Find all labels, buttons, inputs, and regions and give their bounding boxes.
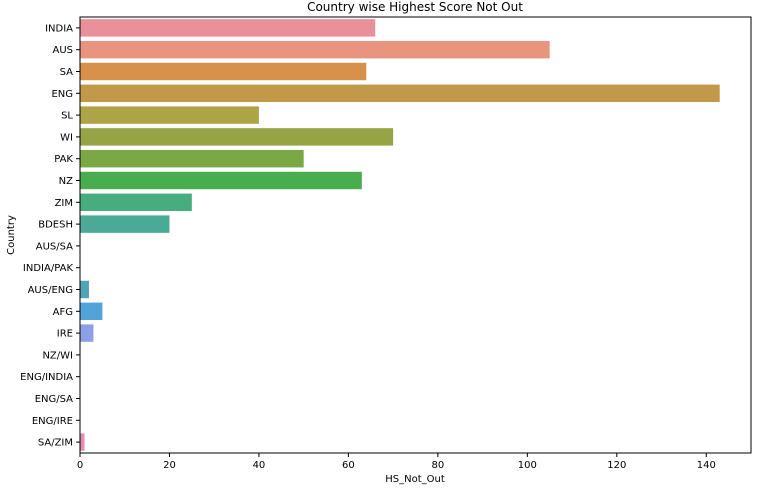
bar-nz (80, 171, 362, 190)
y-tick-label-eng-sa: ENG/SA (35, 394, 73, 405)
bar-wi (80, 128, 394, 146)
x-tick-label-100: 100 (518, 460, 537, 471)
y-tick-label-zim: ZIM (55, 198, 73, 209)
x-tick-label-60: 60 (342, 460, 355, 471)
chart-title: Country wise Highest Score Not Out (307, 0, 523, 14)
y-axis-label: Country (6, 215, 17, 255)
y-tick-label-sl: SL (61, 111, 73, 122)
y-tick-label-aus-eng: AUS/ENG (28, 285, 73, 296)
bars-group (80, 19, 720, 451)
y-tick-label-sa: SA (60, 67, 74, 78)
bar-aus (80, 40, 550, 59)
y-tick-label-wi: WI (60, 132, 73, 143)
x-tick-label-20: 20 (163, 460, 176, 471)
bar-sl (80, 106, 259, 124)
bar-eng (80, 84, 720, 103)
x-tick-label-120: 120 (607, 460, 626, 471)
y-tick-label-eng: ENG (51, 89, 73, 100)
y-tick-label-india: INDIA (45, 23, 73, 34)
x-axis-ticks: 0 20 40 60 80 100 120 140 (77, 453, 716, 471)
bar-sa-zim (80, 433, 85, 451)
x-axis-label: HS_Not_Out (385, 474, 445, 485)
bar-ire (80, 324, 94, 342)
y-tick-label-aus-sa: AUS/SA (36, 241, 73, 252)
bar-pak (80, 149, 304, 168)
y-tick-label-eng-ire: ENG/IRE (32, 416, 73, 427)
bar-aus-eng (80, 280, 89, 299)
bar-afg (80, 302, 103, 321)
y-tick-label-bdesh: BDESH (38, 220, 73, 231)
y-tick-label-ire: IRE (57, 329, 73, 340)
plot-frame (79, 16, 752, 454)
y-tick-label-aus: AUS (52, 45, 73, 56)
bar-sa (80, 62, 367, 81)
y-tick-label-nz: NZ (59, 176, 73, 187)
x-tick-label-140: 140 (697, 460, 716, 471)
y-tick-label-nz-wi: NZ/WI (42, 350, 73, 361)
bar-bdesh (80, 215, 170, 233)
y-tick-label-sa-zim: SA/ZIM (38, 438, 73, 449)
y-tick-label-eng-india: ENG/INDIA (20, 372, 73, 383)
y-tick-label-afg: AFG (53, 307, 73, 318)
bar-zim (80, 193, 192, 212)
bar-india (80, 19, 376, 37)
x-tick-label-0: 0 (77, 460, 83, 471)
x-tick-label-40: 40 (253, 460, 266, 471)
y-tick-label-india-pak: INDIA/PAK (23, 263, 74, 274)
y-axis-ticks: INDIA AUS SA ENG SL WI PAK NZ ZIM BDESH AUS/SA INDI… (20, 23, 80, 449)
y-tick-label-pak: PAK (54, 154, 73, 165)
x-tick-label-80: 80 (431, 460, 444, 471)
